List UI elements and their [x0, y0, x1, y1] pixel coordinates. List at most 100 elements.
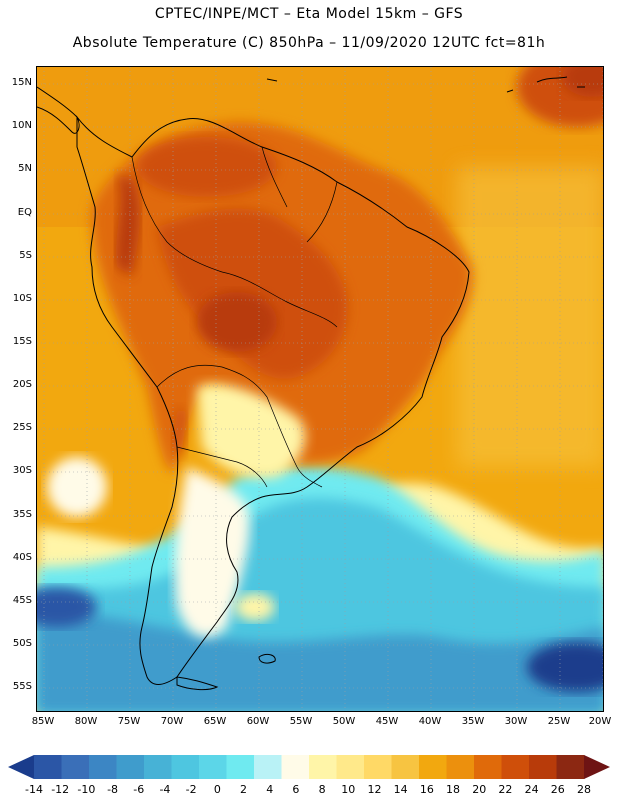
colorbar-cell: [446, 755, 475, 779]
colorbar-label: 4: [266, 783, 274, 796]
lat-label-35s: 35S: [12, 509, 32, 520]
colorbar-label: 22: [498, 783, 513, 796]
colorbar-cell: [199, 755, 227, 779]
colorbar-label: -14: [25, 783, 43, 796]
colorbar: [8, 755, 610, 779]
lat-label-15s: 15S: [12, 336, 32, 347]
lat-label-45s: 45S: [12, 595, 32, 606]
colorbar-cell: [254, 755, 282, 779]
colorbar-cell: [529, 755, 557, 779]
field-mild-sw: [47, 457, 107, 517]
field-patagonia-patch: [235, 593, 275, 621]
lat-label-5s: 5S: [19, 250, 32, 261]
lon-label-20w: 20W: [588, 716, 612, 727]
map-panel: [36, 66, 604, 712]
colorbar-cell: [364, 755, 392, 779]
lat-label-55s: 55S: [12, 681, 32, 692]
lat-label-20s: 20S: [12, 379, 32, 390]
lon-label-45w: 45W: [375, 716, 399, 727]
colorbar-cell: [309, 755, 337, 779]
colorbar-label: 14: [393, 783, 408, 796]
colorbar-high-arrow: [584, 755, 610, 779]
field-colder-band: [37, 607, 603, 711]
lat-label-5n: 5N: [18, 163, 32, 174]
colorbar-cell: [116, 755, 145, 779]
map-subtitle: Absolute Temperature (C) 850hPa – 11/09/…: [72, 35, 546, 51]
lon-label-70w: 70W: [160, 716, 184, 727]
field-patagonia-mild: [175, 467, 250, 638]
colorbar-label: 6: [292, 783, 300, 796]
continent-outline: [76, 115, 470, 685]
lon-label-60w: 60W: [246, 716, 270, 727]
field-east-atlantic: [457, 167, 603, 467]
field-andes-north: [115, 177, 140, 277]
lat-label-25s: 25S: [12, 422, 32, 433]
lon-label-75w: 75W: [117, 716, 141, 727]
lat-label-eq: EQ: [17, 207, 32, 218]
lon-label-85w: 85W: [31, 716, 55, 727]
lat-label-15n: 15N: [11, 77, 32, 88]
colorbar-cell: [556, 755, 585, 779]
lat-label-50s: 50S: [12, 638, 32, 649]
lat-label-10s: 10S: [12, 293, 32, 304]
colorbar-cell: [281, 755, 310, 779]
colorbar-label: -8: [107, 783, 119, 796]
colorbar-cell: [144, 755, 172, 779]
lon-label-30w: 30W: [504, 716, 528, 727]
central-america-outline: [37, 86, 80, 134]
colorbar-label: 2: [240, 783, 248, 796]
colorbar-label: 28: [577, 783, 591, 796]
field-chaco-mild: [197, 384, 306, 478]
lon-label-65w: 65W: [203, 716, 227, 727]
colorbar-label: 16: [419, 783, 434, 796]
colorbar-low-arrow: [8, 755, 34, 779]
colorbar-cell: [501, 755, 530, 779]
colorbar-cell: [89, 755, 117, 779]
field-continent-hotcore: [197, 292, 277, 352]
colorbar-cell: [419, 755, 447, 779]
colorbar-label: -12: [51, 783, 70, 796]
lon-label-40w: 40W: [418, 716, 442, 727]
temperature-map: [37, 67, 603, 711]
colorbar-label: 18: [446, 783, 461, 796]
lat-label-30s: 30S: [12, 465, 32, 476]
colorbar-label: 20: [472, 783, 487, 796]
colorbar-label: 0: [213, 783, 221, 796]
colorbar-cell: [171, 755, 200, 779]
field-coldspot-se: [527, 642, 603, 692]
caribbean-islands: [266, 76, 585, 93]
tierra-del-fuego: [176, 676, 219, 691]
field-coldspot-sw: [37, 587, 97, 627]
country-borders: [131, 146, 338, 488]
lon-label-55w: 55W: [289, 716, 313, 727]
colorbar-cell: [226, 755, 255, 779]
colorbar-cells: [34, 755, 585, 779]
colorbar-label: -6: [133, 783, 145, 796]
lat-label-10n: 10N: [11, 120, 32, 131]
colorbar-label: -10: [77, 783, 96, 796]
falkland-islands: [258, 653, 276, 664]
lon-label-35w: 35W: [461, 716, 485, 727]
colorbar-label: 12: [367, 783, 382, 796]
graticule: [37, 67, 603, 711]
lon-label-25w: 25W: [547, 716, 571, 727]
colorbar-label: 26: [550, 783, 565, 796]
lon-label-80w: 80W: [74, 716, 98, 727]
colorbar-label: -4: [159, 783, 171, 796]
field-andes-south: [172, 407, 187, 457]
colorbar-label: -2: [185, 783, 197, 796]
colorbar-cell: [34, 755, 62, 779]
colorbar-cell: [61, 755, 90, 779]
colorbar-label: 24: [524, 783, 539, 796]
colorbar-cell: [474, 755, 502, 779]
colorbar-label: 10: [341, 783, 356, 796]
field-north-hot: [137, 137, 277, 197]
lon-label-50w: 50W: [332, 716, 356, 727]
colorbar-cell: [336, 755, 365, 779]
colorbar-label: 8: [318, 783, 326, 796]
field-continent-hot: [157, 208, 348, 379]
map-title: CPTEC/INPE/MCT – Eta Model 15km – GFS: [154, 6, 464, 22]
lat-label-40s: 40S: [12, 552, 32, 563]
field-hotspot-ne-core: [562, 67, 603, 97]
colorbar-cell: [391, 755, 420, 779]
